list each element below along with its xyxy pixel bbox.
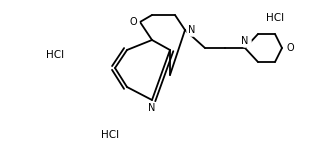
Text: O: O xyxy=(129,17,137,27)
Text: N: N xyxy=(188,25,196,35)
Text: HCl: HCl xyxy=(46,50,64,60)
Text: N: N xyxy=(241,36,249,46)
Text: O: O xyxy=(286,43,294,53)
Text: HCl: HCl xyxy=(266,13,284,23)
Text: HCl: HCl xyxy=(101,130,119,140)
Text: N: N xyxy=(148,103,156,113)
